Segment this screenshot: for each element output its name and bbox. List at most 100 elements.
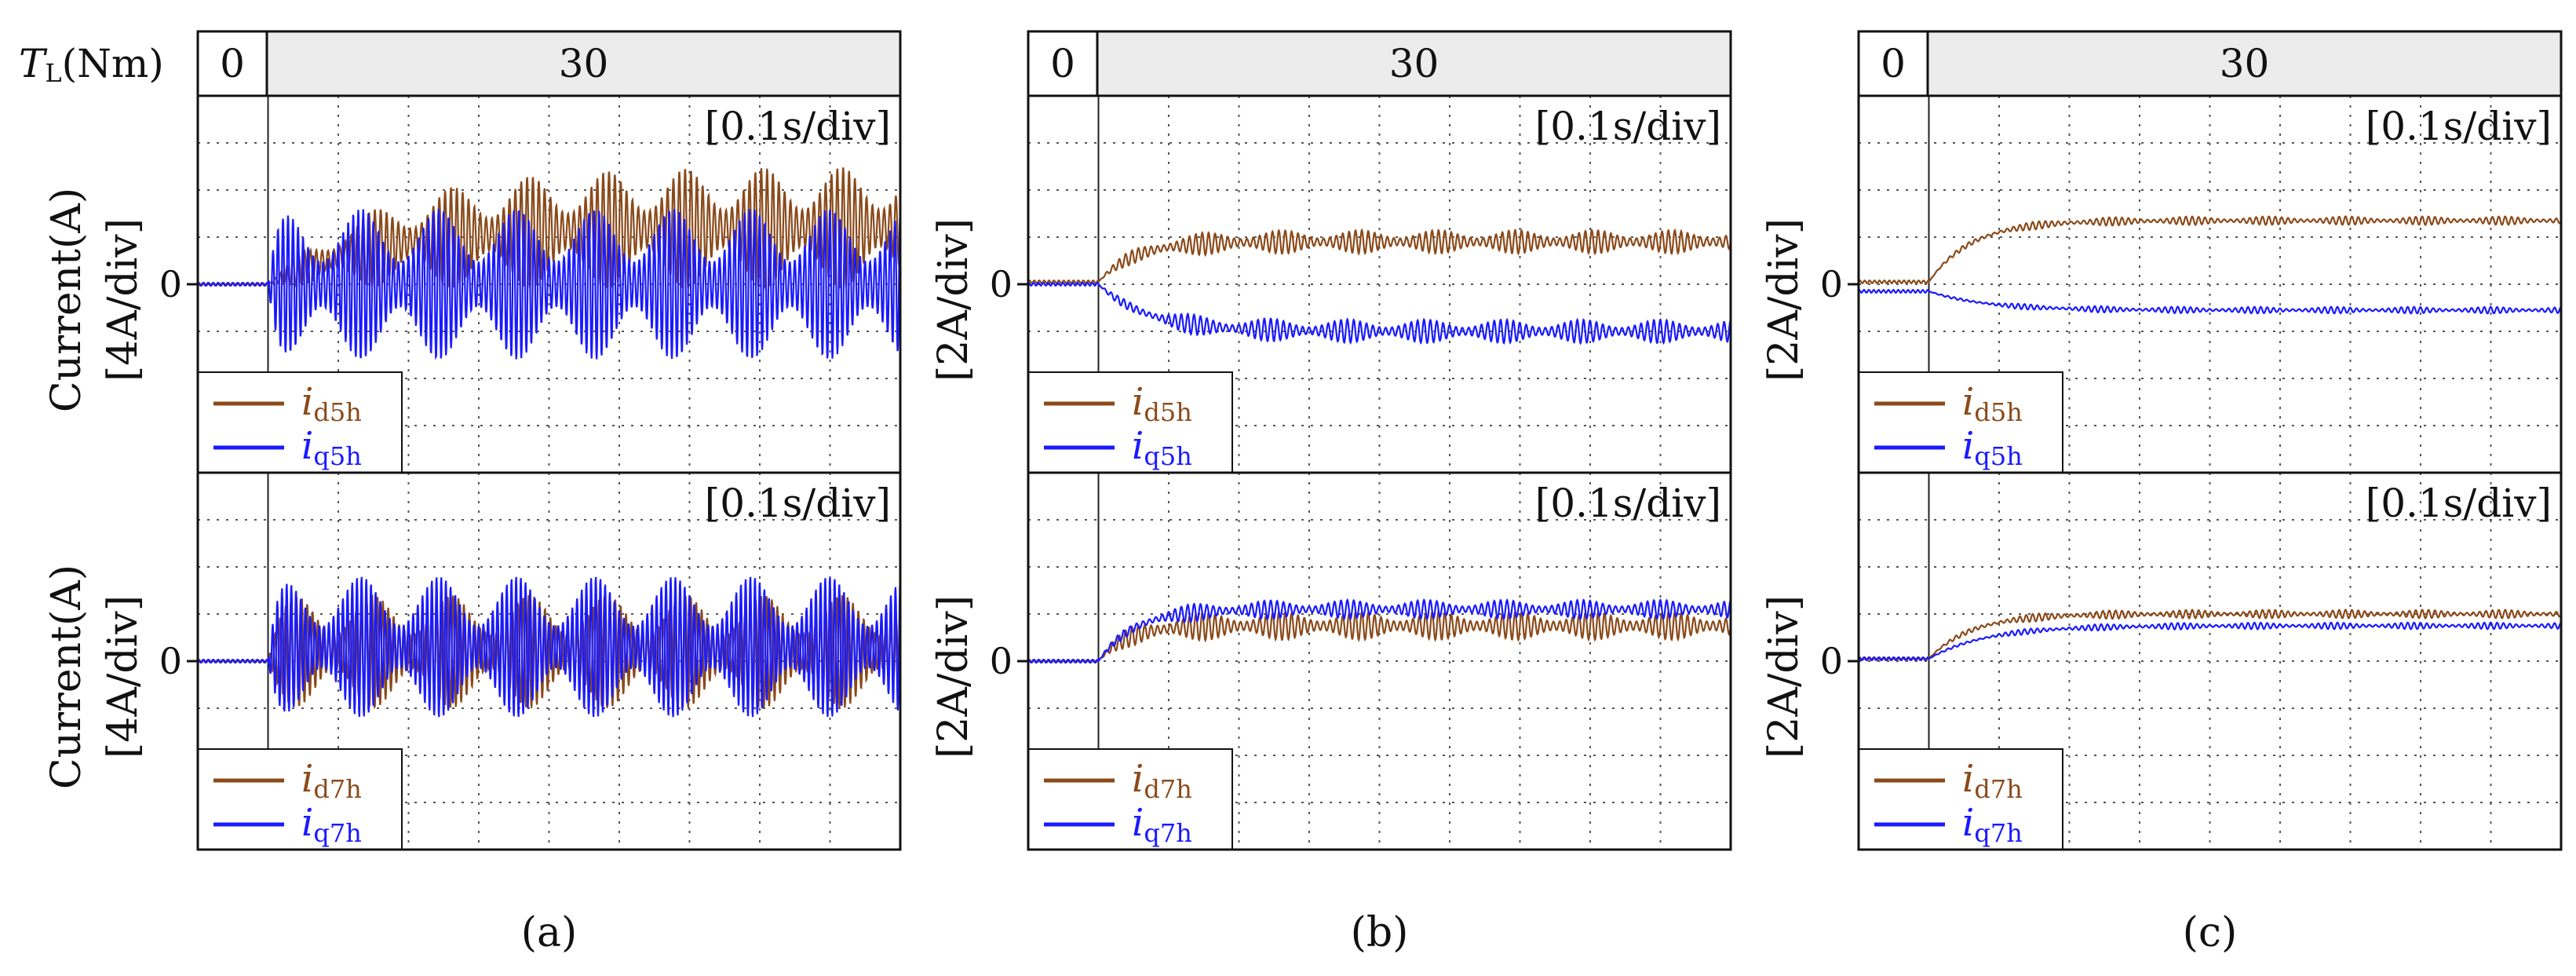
- torque-symbol: T: [19, 41, 48, 86]
- legend-subscript: d5h: [313, 397, 361, 427]
- legend-label-d5h: id5h: [1962, 380, 2023, 427]
- panel-b: 0 300[0.1s/div]id5hiq5h[2A/div]0[0.1s/div…: [930, 30, 1732, 956]
- scale-label: [4A/div]: [100, 218, 147, 382]
- trace-d7h: [197, 594, 902, 710]
- load-band-load-label: 30: [559, 41, 609, 86]
- torque-subscript: L: [45, 58, 61, 88]
- trace-q5h: [197, 209, 902, 360]
- scale-label: [2A/div]: [1761, 595, 1808, 759]
- legend-label-q7h: iq7h: [301, 801, 362, 848]
- trace-q5h: [1027, 281, 1731, 345]
- trace-q7h: [1027, 598, 1731, 664]
- scale-label: [2A/div]: [1761, 218, 1808, 382]
- legend-symbol: i: [301, 424, 313, 468]
- load-band-load-cell: [1096, 30, 1732, 97]
- load-band-load-cell: [265, 30, 902, 97]
- legend-symbol: i: [1132, 801, 1144, 845]
- trace-d5h: [197, 167, 902, 289]
- load-band-zero-label: 0: [220, 41, 245, 86]
- scale-label: [2A/div]: [930, 218, 977, 382]
- legend-label-q7h: iq7h: [1962, 801, 2023, 848]
- plot-frame: [1857, 471, 2563, 851]
- load-band-load-label: 30: [1389, 41, 1439, 86]
- load-band-load-cell: [1926, 30, 2563, 97]
- legend-symbol: i: [1132, 380, 1144, 424]
- panel-caption: (b): [1351, 909, 1409, 956]
- torque-unit: (Nm): [62, 41, 164, 86]
- zero-label: 0: [1820, 640, 1843, 682]
- legend-symbol: i: [301, 380, 313, 424]
- legend-label-q7h: iq7h: [1132, 801, 1192, 848]
- load-band-zero-cell: [1857, 30, 1929, 97]
- trace-d7h: [1858, 609, 2563, 662]
- time-scale-label: [0.1s/div]: [2366, 481, 2552, 526]
- zero-label: 0: [1820, 263, 1843, 305]
- legend-label-q5h: iq5h: [1962, 424, 2023, 471]
- legend-symbol: i: [1132, 424, 1144, 468]
- trace-d7h: [1027, 609, 1732, 664]
- y-axis-label: Current(A): [43, 565, 90, 789]
- time-scale-label: [0.1s/div]: [1535, 104, 1721, 149]
- panel-c: 0 300[0.1s/div]id5hiq5h[2A/div]0[0.1s/div…: [1761, 30, 2563, 956]
- legend-subscript: q5h: [313, 441, 361, 471]
- y-axis-label: Current(A): [43, 188, 90, 412]
- load-band-zero-cell: [196, 30, 268, 97]
- trace-q5h: [1858, 288, 2562, 315]
- legend-subscript: q5h: [1144, 441, 1191, 471]
- load-band-load-label: 30: [2220, 41, 2270, 86]
- legend-label-d7h: id7h: [1962, 757, 2023, 804]
- legend-subscript: d7h: [1974, 774, 2022, 804]
- legend-symbol: i: [1962, 757, 1974, 801]
- scale-label: [4A/div]: [100, 595, 147, 759]
- legend-subscript: q7h: [313, 818, 361, 848]
- legend-box: [197, 748, 403, 850]
- legend-subscript: d7h: [313, 774, 361, 804]
- panel-a: 0 300[0.1s/div]id5hiq5h[4A/div]Current(A)…: [43, 30, 902, 956]
- time-scale-label: [0.1s/div]: [1535, 481, 1721, 526]
- legend-label-d5h: id5h: [301, 380, 362, 427]
- load-band-zero-label: 0: [1050, 41, 1075, 86]
- legend-label-d7h: id7h: [301, 757, 362, 804]
- zero-label: 0: [159, 263, 182, 305]
- legend-subscript: q7h: [1144, 818, 1191, 848]
- scale-label: [2A/div]: [930, 595, 977, 759]
- legend-subscript: d7h: [1144, 774, 1191, 804]
- zero-label: 0: [159, 640, 182, 682]
- time-scale-label: [0.1s/div]: [705, 104, 891, 149]
- legend-subscript: q5h: [1974, 441, 2022, 471]
- time-scale-label: [0.1s/div]: [705, 481, 891, 526]
- legend-subscript: d5h: [1144, 397, 1191, 427]
- plot-frame: [1027, 471, 1732, 851]
- trace-d5h: [1858, 215, 2563, 285]
- legend-box: [1858, 371, 2063, 473]
- legend-box: [1027, 371, 1233, 473]
- panel-caption: (c): [2183, 909, 2238, 956]
- trace-d5h: [1027, 228, 1732, 285]
- legend-symbol: i: [1962, 380, 1974, 424]
- legend-symbol: i: [301, 757, 313, 801]
- legend-symbol: i: [1132, 757, 1144, 801]
- legend-box: [1027, 748, 1233, 850]
- legend-symbol: i: [301, 801, 313, 845]
- trace-q7h: [1858, 621, 2562, 662]
- legend-box: [197, 371, 403, 473]
- load-band-zero-label: 0: [1881, 41, 1906, 86]
- legend-label-d5h: id5h: [1132, 380, 1192, 427]
- legend-label-q5h: iq5h: [301, 424, 362, 471]
- load-band-zero-cell: [1027, 30, 1099, 97]
- legend-label-d7h: id7h: [1132, 757, 1192, 804]
- trace-q7h: [197, 576, 902, 718]
- legend-subscript: d5h: [1974, 397, 2022, 427]
- panel-caption: (a): [521, 909, 578, 956]
- legend-label-q5h: iq5h: [1132, 424, 1192, 471]
- legend-symbol: i: [1962, 424, 1974, 468]
- zero-label: 0: [990, 263, 1013, 305]
- zero-label: 0: [990, 640, 1013, 682]
